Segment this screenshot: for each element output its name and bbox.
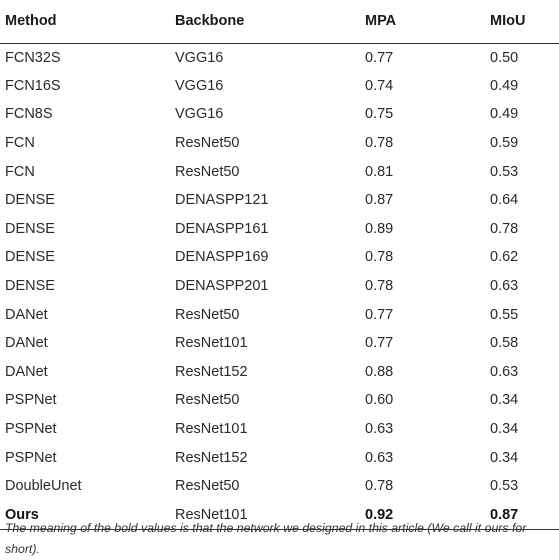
cell-mpa: 0.74 [365, 77, 394, 94]
cell-backbone: ResNet50 [175, 306, 240, 323]
table-row: FCN16S VGG16 0.74 0.49 [0, 72, 559, 101]
cell-method: FCN16S [5, 77, 61, 94]
cell-mpa: 0.87 [365, 192, 394, 209]
table-row: DENSE DENASPP121 0.87 0.64 [0, 186, 559, 215]
table-row: DENSE DENASPP201 0.78 0.63 [0, 272, 559, 301]
cell-method: DANet [5, 363, 48, 380]
cell-method: PSPNet [5, 449, 57, 466]
header-method: Method [5, 13, 57, 30]
cell-mpa: 0.78 [365, 135, 394, 152]
cell-miou: 0.58 [490, 335, 519, 352]
cell-miou: 0.55 [490, 306, 519, 323]
cell-miou: 0.50 [490, 49, 519, 66]
table-body: FCN32S VGG16 0.77 0.50 FCN16S VGG16 0.74 0.49 FC… [0, 43, 559, 530]
cell-mpa: 0.77 [365, 306, 394, 323]
cell-mpa: 0.75 [365, 106, 394, 123]
table-row: DANet ResNet101 0.77 0.58 [0, 329, 559, 358]
cell-backbone: ResNet50 [175, 135, 240, 152]
header-backbone: Backbone [175, 13, 245, 30]
cell-miou: 0.78 [490, 220, 519, 237]
table-row: PSPNet ResNet50 0.60 0.34 [0, 386, 559, 415]
cell-method: FCN [5, 163, 35, 180]
cell-miou: 0.62 [490, 249, 519, 266]
table-row: FCN8S VGG16 0.75 0.49 [0, 100, 559, 129]
cell-backbone: ResNet101 [175, 335, 248, 352]
results-table-container: Method Backbone MPA MIoU FCN32S VGG16 0.77… [0, 0, 559, 530]
table-row: FCN ResNet50 0.81 0.53 [0, 157, 559, 186]
cell-mpa: 0.78 [365, 278, 394, 295]
cell-mpa: 0.78 [365, 478, 394, 495]
cell-method: DoubleUnet [5, 478, 82, 495]
cell-backbone: DENASPP121 [175, 192, 269, 209]
cell-mpa: 0.63 [365, 449, 394, 466]
cell-miou: 0.59 [490, 135, 519, 152]
cell-method: PSPNet [5, 392, 57, 409]
cell-mpa: 0.77 [365, 335, 394, 352]
cell-method: DENSE [5, 192, 55, 209]
cell-backbone: DENASPP169 [175, 249, 269, 266]
table-row: PSPNet ResNet152 0.63 0.34 [0, 443, 559, 472]
table-row: DANet ResNet50 0.77 0.55 [0, 300, 559, 329]
cell-mpa: 0.88 [365, 363, 394, 380]
cell-method: DANet [5, 306, 48, 323]
table-row: DENSE DENASPP169 0.78 0.62 [0, 243, 559, 272]
cell-backbone: DENASPP161 [175, 220, 269, 237]
cell-mpa: 0.60 [365, 392, 394, 409]
cell-miou: 0.63 [490, 278, 519, 295]
cell-miou: 0.64 [490, 192, 519, 209]
cell-mpa: 0.63 [365, 421, 394, 438]
cell-backbone: VGG16 [175, 106, 224, 123]
table-row: Ours ResNet101 0.92 0.87 [0, 501, 559, 530]
table-row: FCN ResNet50 0.78 0.59 [0, 129, 559, 158]
results-table: Method Backbone MPA MIoU FCN32S VGG16 0.77… [0, 0, 559, 530]
cell-method: PSPNet [5, 421, 57, 438]
cell-method: DENSE [5, 249, 55, 266]
cell-miou: 0.34 [490, 421, 519, 438]
cell-miou: 0.53 [490, 478, 519, 495]
cell-mpa: 0.81 [365, 163, 394, 180]
header-mpa: MPA [365, 13, 397, 30]
cell-backbone: ResNet50 [175, 478, 240, 495]
table-row: PSPNet ResNet101 0.63 0.34 [0, 415, 559, 444]
cell-miou: 0.53 [490, 163, 519, 180]
table-row: FCN32S VGG16 0.77 0.50 [0, 43, 559, 72]
cell-method: FCN8S [5, 106, 53, 123]
cell-backbone: ResNet152 [175, 363, 248, 380]
table-header: Method Backbone MPA MIoU [0, 0, 559, 43]
cell-backbone: ResNet152 [175, 449, 248, 466]
cell-method: Ours [5, 506, 39, 523]
table-row: DANet ResNet152 0.88 0.63 [0, 358, 559, 387]
cell-backbone: ResNet101 [175, 506, 248, 523]
table-row: DoubleUnet ResNet50 0.78 0.53 [0, 472, 559, 501]
cell-method: FCN32S [5, 49, 61, 66]
cell-method: DANet [5, 335, 48, 352]
cell-mpa: 0.92 [365, 506, 394, 523]
cell-miou: 0.49 [490, 106, 519, 123]
cell-miou: 0.34 [490, 449, 519, 466]
cell-miou: 0.34 [490, 392, 519, 409]
cell-method: DENSE [5, 220, 55, 237]
cell-backbone: VGG16 [175, 49, 224, 66]
cell-mpa: 0.78 [365, 249, 394, 266]
cell-mpa: 0.77 [365, 49, 394, 66]
cell-method: FCN [5, 135, 35, 152]
cell-backbone: VGG16 [175, 77, 224, 94]
table-row: DENSE DENASPP161 0.89 0.78 [0, 215, 559, 244]
cell-miou: 0.63 [490, 363, 519, 380]
table-footnote: The meaning of the bold values is that t… [5, 521, 527, 556]
cell-backbone: ResNet101 [175, 421, 248, 438]
cell-backbone: ResNet50 [175, 392, 240, 409]
cell-mpa: 0.89 [365, 220, 394, 237]
cell-method: DENSE [5, 278, 55, 295]
cell-backbone: DENASPP201 [175, 278, 269, 295]
header-miou: MIoU [490, 13, 526, 30]
cell-miou: 0.87 [490, 506, 519, 523]
header-row: Method Backbone MPA MIoU [0, 0, 559, 43]
cell-miou: 0.49 [490, 77, 519, 94]
cell-backbone: ResNet50 [175, 163, 240, 180]
